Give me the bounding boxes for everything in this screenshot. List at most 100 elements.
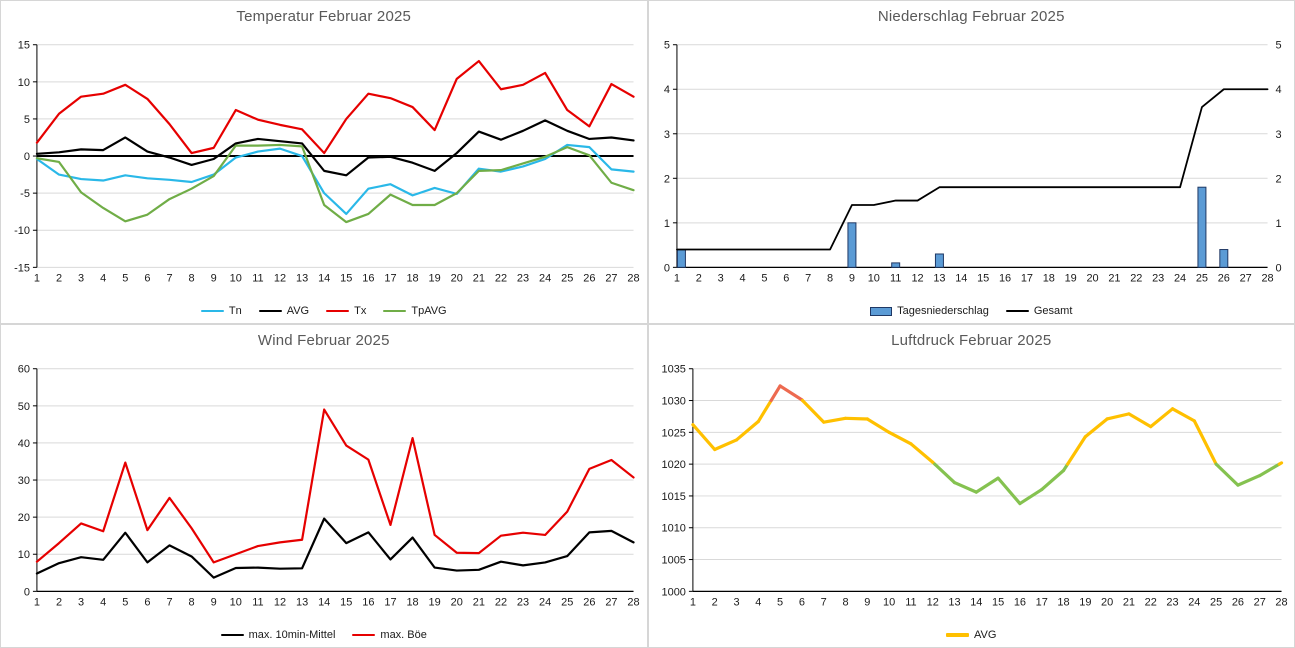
series-Tn xyxy=(35,143,635,216)
svg-text:3: 3 xyxy=(717,272,723,284)
svg-text:23: 23 xyxy=(1152,272,1164,284)
svg-text:1035: 1035 xyxy=(661,364,685,376)
svg-text:16: 16 xyxy=(362,272,374,284)
svg-text:16: 16 xyxy=(998,272,1010,284)
svg-text:8: 8 xyxy=(827,272,833,284)
svg-text:18: 18 xyxy=(406,272,418,284)
svg-text:2: 2 xyxy=(663,173,669,185)
svg-text:1030: 1030 xyxy=(661,396,685,408)
svg-text:13: 13 xyxy=(933,272,945,284)
legend-item-AVG: AVG xyxy=(946,629,996,641)
svg-text:10: 10 xyxy=(18,77,30,89)
svg-text:10: 10 xyxy=(230,596,242,608)
svg-text:20: 20 xyxy=(451,596,463,608)
svg-text:1: 1 xyxy=(689,596,695,608)
legend-niederschlag: Tagesniederschlag Gesamt xyxy=(649,305,1295,317)
svg-text:17: 17 xyxy=(1020,272,1032,284)
svg-text:13: 13 xyxy=(296,596,308,608)
series-Gesamt xyxy=(675,88,1268,251)
svg-text:14: 14 xyxy=(318,272,330,284)
svg-text:27: 27 xyxy=(1239,272,1251,284)
svg-text:14: 14 xyxy=(955,272,967,284)
svg-text:6: 6 xyxy=(798,596,804,608)
svg-text:13: 13 xyxy=(296,272,308,284)
series-TpAVG xyxy=(35,143,635,224)
legend-item-Gesamt: Gesamt xyxy=(1005,305,1072,317)
svg-text:1: 1 xyxy=(1275,218,1281,230)
legend-item-TpAVG: TpAVG xyxy=(383,305,447,317)
svg-text:22: 22 xyxy=(1130,272,1142,284)
svg-text:19: 19 xyxy=(1079,596,1091,608)
legend-item-AVG: AVG xyxy=(258,305,310,317)
legend-item-max-10min-Mittel: max. 10min-Mittel xyxy=(220,629,335,641)
niederschlag-chart-canvas: 5 54 43 32 21 10 01 2 3 4 5 6 7 8 9 10 11 12 13 14 15 16 17 18 1… xyxy=(663,40,1281,285)
svg-text:25: 25 xyxy=(561,596,573,608)
svg-text:8: 8 xyxy=(189,272,195,284)
svg-text:20: 20 xyxy=(1086,272,1098,284)
svg-text:16: 16 xyxy=(1013,596,1025,608)
series-AVG xyxy=(35,119,635,177)
svg-text:2: 2 xyxy=(695,272,701,284)
legend-label: TpAVG xyxy=(411,305,447,317)
svg-text:20: 20 xyxy=(1101,596,1113,608)
svg-text:7: 7 xyxy=(166,596,172,608)
svg-text:5: 5 xyxy=(663,40,669,52)
svg-text:5: 5 xyxy=(122,596,128,608)
svg-text:17: 17 xyxy=(384,272,396,284)
svg-text:24: 24 xyxy=(539,272,551,284)
legend-label: AVG xyxy=(286,305,310,317)
svg-text:4: 4 xyxy=(739,272,745,284)
legend-wind: max. 10min-Mittel max. Böe xyxy=(1,629,647,641)
svg-text:9: 9 xyxy=(848,272,854,284)
svg-text:4: 4 xyxy=(1275,84,1281,96)
svg-text:28: 28 xyxy=(1261,272,1273,284)
svg-text:17: 17 xyxy=(1035,596,1047,608)
legend-line-swatch xyxy=(352,633,376,637)
svg-text:3: 3 xyxy=(78,596,84,608)
svg-text:21: 21 xyxy=(1108,272,1120,284)
svg-text:5: 5 xyxy=(1275,40,1281,52)
svg-text:12: 12 xyxy=(911,272,923,284)
legend-item-max-B-e: max. Böe xyxy=(352,629,427,641)
svg-text:1: 1 xyxy=(663,218,669,230)
svg-text:1: 1 xyxy=(34,272,40,284)
svg-text:12: 12 xyxy=(926,596,938,608)
svg-text:27: 27 xyxy=(605,596,617,608)
svg-text:0: 0 xyxy=(1275,262,1281,274)
series-AVG xyxy=(690,384,1283,506)
svg-text:24: 24 xyxy=(1188,596,1200,608)
panel-niederschlag: 5 5 4 4 3 3 2 2 1 1 0 0 1 2 3 4 5 6 7 8 9 10 11 12 13 14 15 16 17 18 1… xyxy=(647,0,1295,324)
svg-text:21: 21 xyxy=(473,596,485,608)
legend-line-swatch xyxy=(200,309,224,313)
svg-text:28: 28 xyxy=(627,272,639,284)
svg-text:9: 9 xyxy=(864,596,870,608)
svg-text:15: 15 xyxy=(340,596,352,608)
svg-text:-15: -15 xyxy=(14,262,30,274)
svg-text:15: 15 xyxy=(977,272,989,284)
legend-bar-swatch xyxy=(870,306,893,316)
svg-text:6: 6 xyxy=(144,272,150,284)
svg-text:1010: 1010 xyxy=(661,523,685,535)
svg-text:27: 27 xyxy=(605,272,617,284)
svg-text:2: 2 xyxy=(1275,173,1281,185)
svg-text:5: 5 xyxy=(777,596,783,608)
svg-text:19: 19 xyxy=(429,596,441,608)
chart-title-wind: Wind Februar 2025 xyxy=(257,332,390,349)
legend-line-swatch xyxy=(326,309,350,313)
svg-text:3: 3 xyxy=(733,596,739,608)
svg-text:26: 26 xyxy=(583,272,595,284)
svg-text:-5: -5 xyxy=(20,188,30,200)
svg-text:19: 19 xyxy=(429,272,441,284)
svg-text:12: 12 xyxy=(274,272,286,284)
svg-text:16: 16 xyxy=(362,596,374,608)
svg-text:3: 3 xyxy=(1275,129,1281,141)
svg-text:10: 10 xyxy=(883,596,895,608)
legend-line-swatch xyxy=(946,633,970,637)
svg-text:11: 11 xyxy=(252,596,263,608)
svg-text:26: 26 xyxy=(583,596,595,608)
svg-text:27: 27 xyxy=(1253,596,1265,608)
svg-text:4: 4 xyxy=(100,272,106,284)
svg-text:10: 10 xyxy=(18,549,30,561)
svg-text:15: 15 xyxy=(18,40,30,52)
